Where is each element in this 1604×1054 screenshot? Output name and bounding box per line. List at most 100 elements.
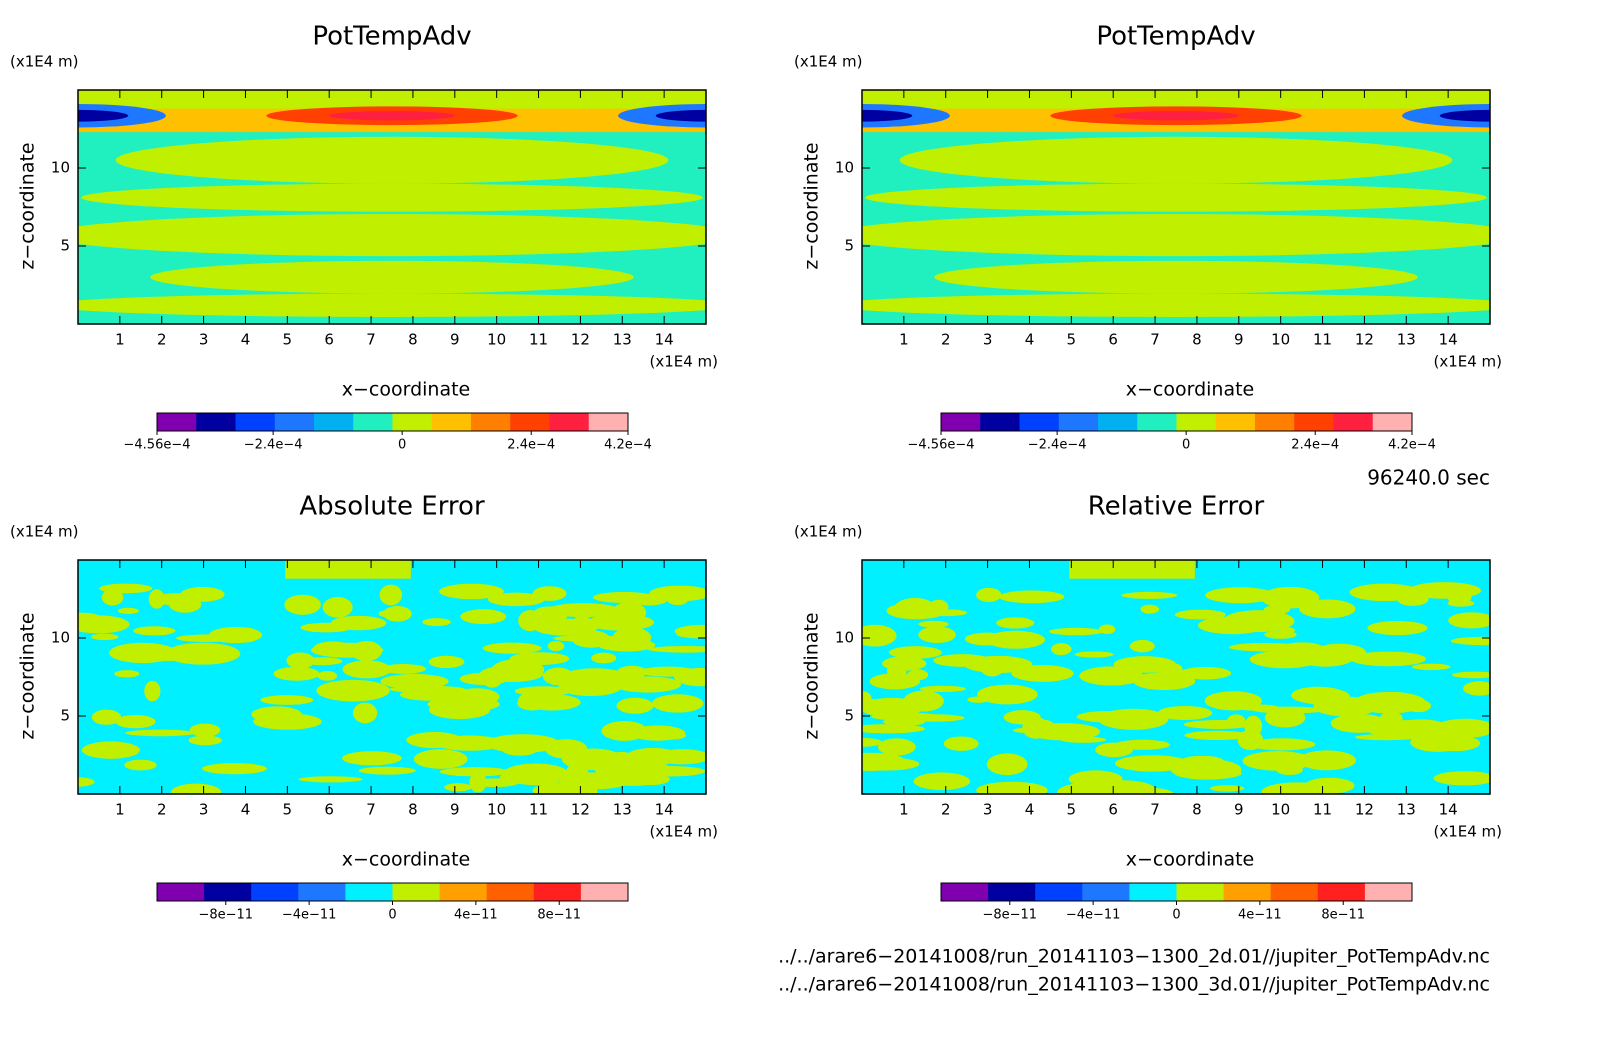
contour-fill (918, 620, 949, 628)
contour-fill (903, 690, 944, 712)
x-tick-label: 12 (1355, 331, 1374, 349)
contour-fill (115, 714, 156, 729)
contour-fill (632, 766, 706, 777)
contour-fill (352, 702, 378, 724)
contour-fill (1297, 750, 1357, 771)
colorbar-tick-label: 4.2e−4 (604, 438, 652, 453)
colorbar-segment (533, 883, 582, 901)
contour-fill (502, 745, 537, 756)
contour-fill (1450, 636, 1490, 646)
contour-fill (533, 618, 599, 636)
x-unit: (x1E4 m) (649, 353, 718, 371)
x-tick-label: 10 (487, 331, 506, 349)
colorbar-segment (580, 883, 629, 901)
contour-fill (493, 738, 546, 747)
colorbar-segment (1176, 883, 1225, 901)
contour-fill (1003, 710, 1041, 725)
x-tick-label: 2 (941, 331, 951, 349)
contour-fill (862, 757, 920, 771)
colorbar-segment (1215, 413, 1256, 431)
colorbar-segment (1082, 883, 1130, 901)
contour-fill (1379, 711, 1403, 726)
colorbar-segment (1098, 413, 1138, 431)
colorbar-segment (471, 413, 511, 431)
colorbar-segment (345, 883, 393, 901)
contour-fill (115, 136, 669, 184)
contour-fill (78, 109, 129, 122)
contour-fill (413, 749, 468, 769)
colorbar-segment (1176, 413, 1217, 431)
x-tick-label: 7 (366, 331, 376, 349)
colorbar-tick-label: −4e−11 (282, 908, 337, 923)
contour-fill (1227, 714, 1246, 728)
colorbar-segment (235, 413, 276, 431)
contour-fill (1263, 605, 1291, 615)
x-tick-label: 7 (366, 801, 376, 819)
colorbar-frame (156, 412, 629, 432)
colorbar-frame (940, 412, 1413, 432)
x-tick-label: 7 (1150, 801, 1160, 819)
contour-fill (491, 659, 545, 681)
x-tick-label: 14 (1439, 801, 1458, 819)
x-unit: (x1E4 m) (1433, 823, 1502, 841)
contour-fill (862, 90, 1490, 105)
contour-fill (317, 670, 338, 681)
contour-fill (358, 766, 416, 775)
contour-fill (1249, 738, 1316, 751)
colorbar-segment (1035, 883, 1083, 901)
contour-fill (150, 260, 634, 294)
x-tick-label: 9 (1234, 331, 1244, 349)
contour-fill (286, 652, 315, 669)
contour-fill (547, 603, 619, 618)
contour-fill (285, 560, 411, 579)
contour-fill (1076, 710, 1144, 723)
x-tick-label: 2 (157, 331, 167, 349)
contour-fill (996, 617, 1035, 629)
x-tick-label: 3 (983, 331, 993, 349)
contour-fill (655, 109, 706, 122)
contour-fill (1027, 723, 1101, 741)
x-tick-label: 14 (1439, 331, 1458, 349)
colorbar-tick-label: 8e−11 (1321, 908, 1365, 923)
contour-fill (674, 624, 706, 638)
x-tick-label: 1 (115, 801, 125, 819)
x-tick-label: 11 (1313, 801, 1332, 819)
contour-fill (862, 214, 1490, 257)
y-axis-label: z−coordinate (17, 142, 39, 269)
x-tick-label: 1 (899, 331, 909, 349)
contour-fill (284, 594, 321, 615)
chart-title: Absolute Error (299, 492, 485, 522)
contour-fill (91, 709, 122, 725)
colorbar-segment (298, 883, 346, 901)
colorbar-segment (1317, 883, 1366, 901)
contour-fill (313, 641, 352, 655)
contour-fill (919, 685, 967, 692)
contour-fill (322, 596, 353, 618)
contour-fill (459, 672, 509, 685)
contour-fill (444, 783, 472, 792)
y-axis-label: z−coordinate (801, 142, 823, 269)
contour-fill (188, 735, 223, 746)
contour-fill (1451, 671, 1490, 679)
contour-fill (273, 666, 320, 681)
x-tick-label: 6 (324, 331, 334, 349)
colorbar-segment (988, 883, 1036, 901)
x-tick-label: 10 (487, 801, 506, 819)
contour-fill (124, 759, 157, 771)
x-tick-label: 3 (983, 801, 993, 819)
contour-fill (561, 748, 624, 771)
contour-fill (435, 735, 505, 751)
contour-fill (422, 618, 451, 627)
colorbar-segment (1058, 413, 1099, 431)
contour-fill (1261, 782, 1331, 794)
contour-fill (918, 626, 956, 643)
colorbar-segment (941, 413, 981, 431)
contour-fill (943, 736, 979, 751)
contour-fill (865, 183, 1487, 212)
contour-fill (1448, 612, 1490, 629)
colorbar-segment (980, 413, 1020, 431)
x-tick-label: 12 (571, 801, 590, 819)
contour-fill (877, 738, 916, 756)
